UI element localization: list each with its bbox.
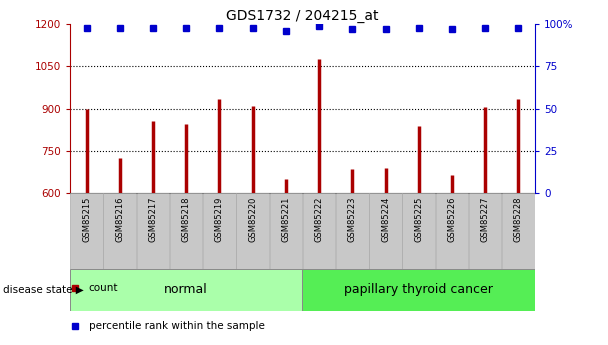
- Text: normal: normal: [164, 283, 208, 296]
- Bar: [436, 193, 468, 269]
- Text: GSM85225: GSM85225: [414, 197, 423, 243]
- Title: GDS1732 / 204215_at: GDS1732 / 204215_at: [226, 9, 379, 23]
- Bar: [170, 193, 202, 269]
- Text: GSM85226: GSM85226: [447, 197, 457, 243]
- Text: GSM85218: GSM85218: [182, 197, 191, 243]
- Bar: [336, 193, 368, 269]
- Bar: [103, 193, 136, 269]
- Bar: [237, 193, 269, 269]
- Text: papillary thyroid cancer: papillary thyroid cancer: [344, 283, 493, 296]
- Text: GSM85221: GSM85221: [282, 197, 291, 243]
- Text: GSM85216: GSM85216: [116, 197, 124, 243]
- Bar: [71, 193, 103, 269]
- Text: percentile rank within the sample: percentile rank within the sample: [89, 321, 264, 331]
- Bar: [203, 193, 236, 269]
- Bar: [70, 269, 302, 310]
- Text: count: count: [89, 283, 118, 293]
- Bar: [137, 193, 169, 269]
- Text: GSM85227: GSM85227: [481, 197, 489, 243]
- Text: disease state ▶: disease state ▶: [3, 285, 84, 295]
- Text: GSM85228: GSM85228: [514, 197, 523, 243]
- Bar: [269, 193, 302, 269]
- Text: GSM85217: GSM85217: [148, 197, 157, 243]
- Bar: [369, 193, 402, 269]
- Bar: [469, 193, 502, 269]
- Text: GSM85215: GSM85215: [82, 197, 91, 243]
- Bar: [502, 193, 534, 269]
- Bar: [402, 193, 435, 269]
- Text: GSM85219: GSM85219: [215, 197, 224, 243]
- Text: GSM85222: GSM85222: [314, 197, 323, 243]
- Text: GSM85220: GSM85220: [248, 197, 257, 243]
- Bar: [302, 269, 535, 310]
- Bar: [303, 193, 336, 269]
- Text: GSM85223: GSM85223: [348, 197, 357, 243]
- Text: GSM85224: GSM85224: [381, 197, 390, 243]
